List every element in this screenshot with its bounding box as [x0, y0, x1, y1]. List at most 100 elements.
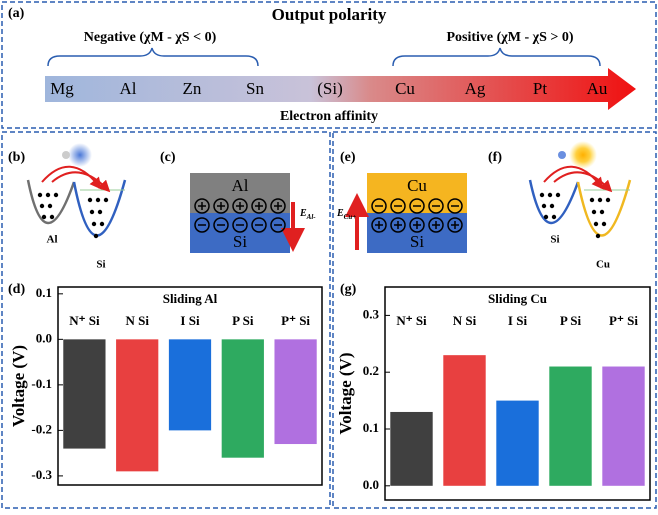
- charge: [428, 217, 444, 233]
- panel-label: (a): [8, 6, 25, 21]
- y-tick-label: 0.1: [363, 420, 379, 435]
- material: Pt: [533, 79, 547, 98]
- charge: [447, 198, 463, 214]
- charge: [447, 217, 463, 233]
- electron: [47, 203, 53, 209]
- panel-label: (f): [488, 150, 502, 165]
- arrow: [45, 68, 636, 110]
- charge: [409, 217, 425, 233]
- label: Si: [233, 232, 247, 251]
- charge: [251, 217, 267, 233]
- bar: [221, 339, 264, 458]
- electron: [547, 192, 553, 198]
- bar: [602, 366, 645, 486]
- panel-frame: [1, 1, 657, 129]
- electron: [599, 209, 605, 215]
- charge: [194, 217, 210, 233]
- electron: [605, 197, 611, 203]
- electron: [87, 197, 93, 203]
- material: Al: [120, 79, 137, 98]
- bar: [443, 355, 486, 486]
- plot-frame: [384, 286, 651, 501]
- x-tick-label: I Si: [180, 313, 200, 328]
- y-tick-label: 0.3: [363, 306, 380, 321]
- well: [576, 179, 632, 237]
- transfer-arrow: [41, 165, 102, 190]
- electron: [41, 214, 47, 220]
- charge: [371, 217, 387, 233]
- material: Au: [587, 79, 608, 98]
- y-axis-label: Voltage (V): [9, 345, 28, 427]
- well: [528, 179, 580, 225]
- electron: [601, 221, 607, 227]
- y-tick-label: 0.0: [36, 330, 52, 345]
- material: Ag: [465, 79, 486, 98]
- field-sub: Cu+: [344, 213, 357, 221]
- electron: [49, 214, 55, 220]
- material: (Si): [317, 79, 343, 98]
- panel-label: (g): [340, 282, 357, 297]
- glow: [569, 141, 597, 169]
- panel-label: (c): [160, 150, 176, 165]
- material: Sn: [246, 79, 264, 98]
- brace: [47, 47, 259, 67]
- x-tick-label: I Si: [508, 313, 528, 328]
- field-symbol: E: [336, 208, 344, 219]
- charge: [428, 198, 444, 214]
- label: Al: [47, 234, 58, 246]
- glow: [558, 151, 566, 159]
- charge: [232, 198, 248, 214]
- axis-label: Electron affinity: [280, 109, 378, 124]
- panel-frame: [332, 131, 657, 509]
- x-tick-label: N Si: [125, 313, 149, 328]
- bar: [116, 339, 159, 472]
- bar: [63, 339, 106, 449]
- x-tick-label: P⁺ Si: [609, 313, 638, 328]
- field-label: ECu+: [336, 208, 356, 220]
- y-tick-label: 0.1: [36, 285, 52, 300]
- y-axis-label: Voltage (V): [336, 353, 355, 435]
- transfer-arrow: [51, 171, 111, 193]
- bar: [168, 339, 212, 431]
- chart-title: Sliding Cu: [488, 291, 547, 306]
- electron: [543, 214, 549, 220]
- electron: [97, 209, 103, 215]
- negative-label: Negative (χM - χS < 0): [84, 30, 217, 45]
- electron: [597, 197, 603, 203]
- x-tick-label: P Si: [232, 313, 254, 328]
- electron: [555, 192, 561, 198]
- electron: [45, 192, 51, 198]
- well: [72, 179, 127, 237]
- y-tick-label: 0.2: [363, 363, 379, 378]
- label: Si: [410, 232, 424, 251]
- y-tick-label: -0.1: [31, 376, 52, 391]
- glow: [68, 143, 92, 167]
- brace: [392, 47, 601, 67]
- electron: [593, 221, 599, 227]
- bar: [549, 366, 592, 486]
- charge: [232, 217, 248, 233]
- charge: [251, 198, 267, 214]
- glow: [62, 151, 70, 159]
- field-sub: Al-: [306, 213, 317, 221]
- label: Cu: [407, 176, 427, 195]
- electron: [591, 209, 597, 215]
- charge: [390, 198, 406, 214]
- plot-frame: [57, 286, 323, 486]
- y-tick-label: -0.3: [31, 467, 52, 482]
- material: Cu: [395, 79, 415, 98]
- charge: [213, 217, 229, 233]
- electron: [53, 192, 59, 198]
- title: Output polarity: [272, 5, 387, 24]
- positive-label: Positive (χM - χS > 0): [446, 30, 573, 45]
- material: Zn: [183, 79, 202, 98]
- field-symbol: E: [299, 208, 307, 219]
- electron: [541, 203, 547, 209]
- panel-label: (d): [8, 282, 25, 297]
- x-tick-label: P⁺ Si: [281, 313, 310, 328]
- x-tick-label: N⁺ Si: [396, 313, 427, 328]
- charge: [213, 198, 229, 214]
- bar: [496, 400, 539, 486]
- electron: [595, 233, 601, 239]
